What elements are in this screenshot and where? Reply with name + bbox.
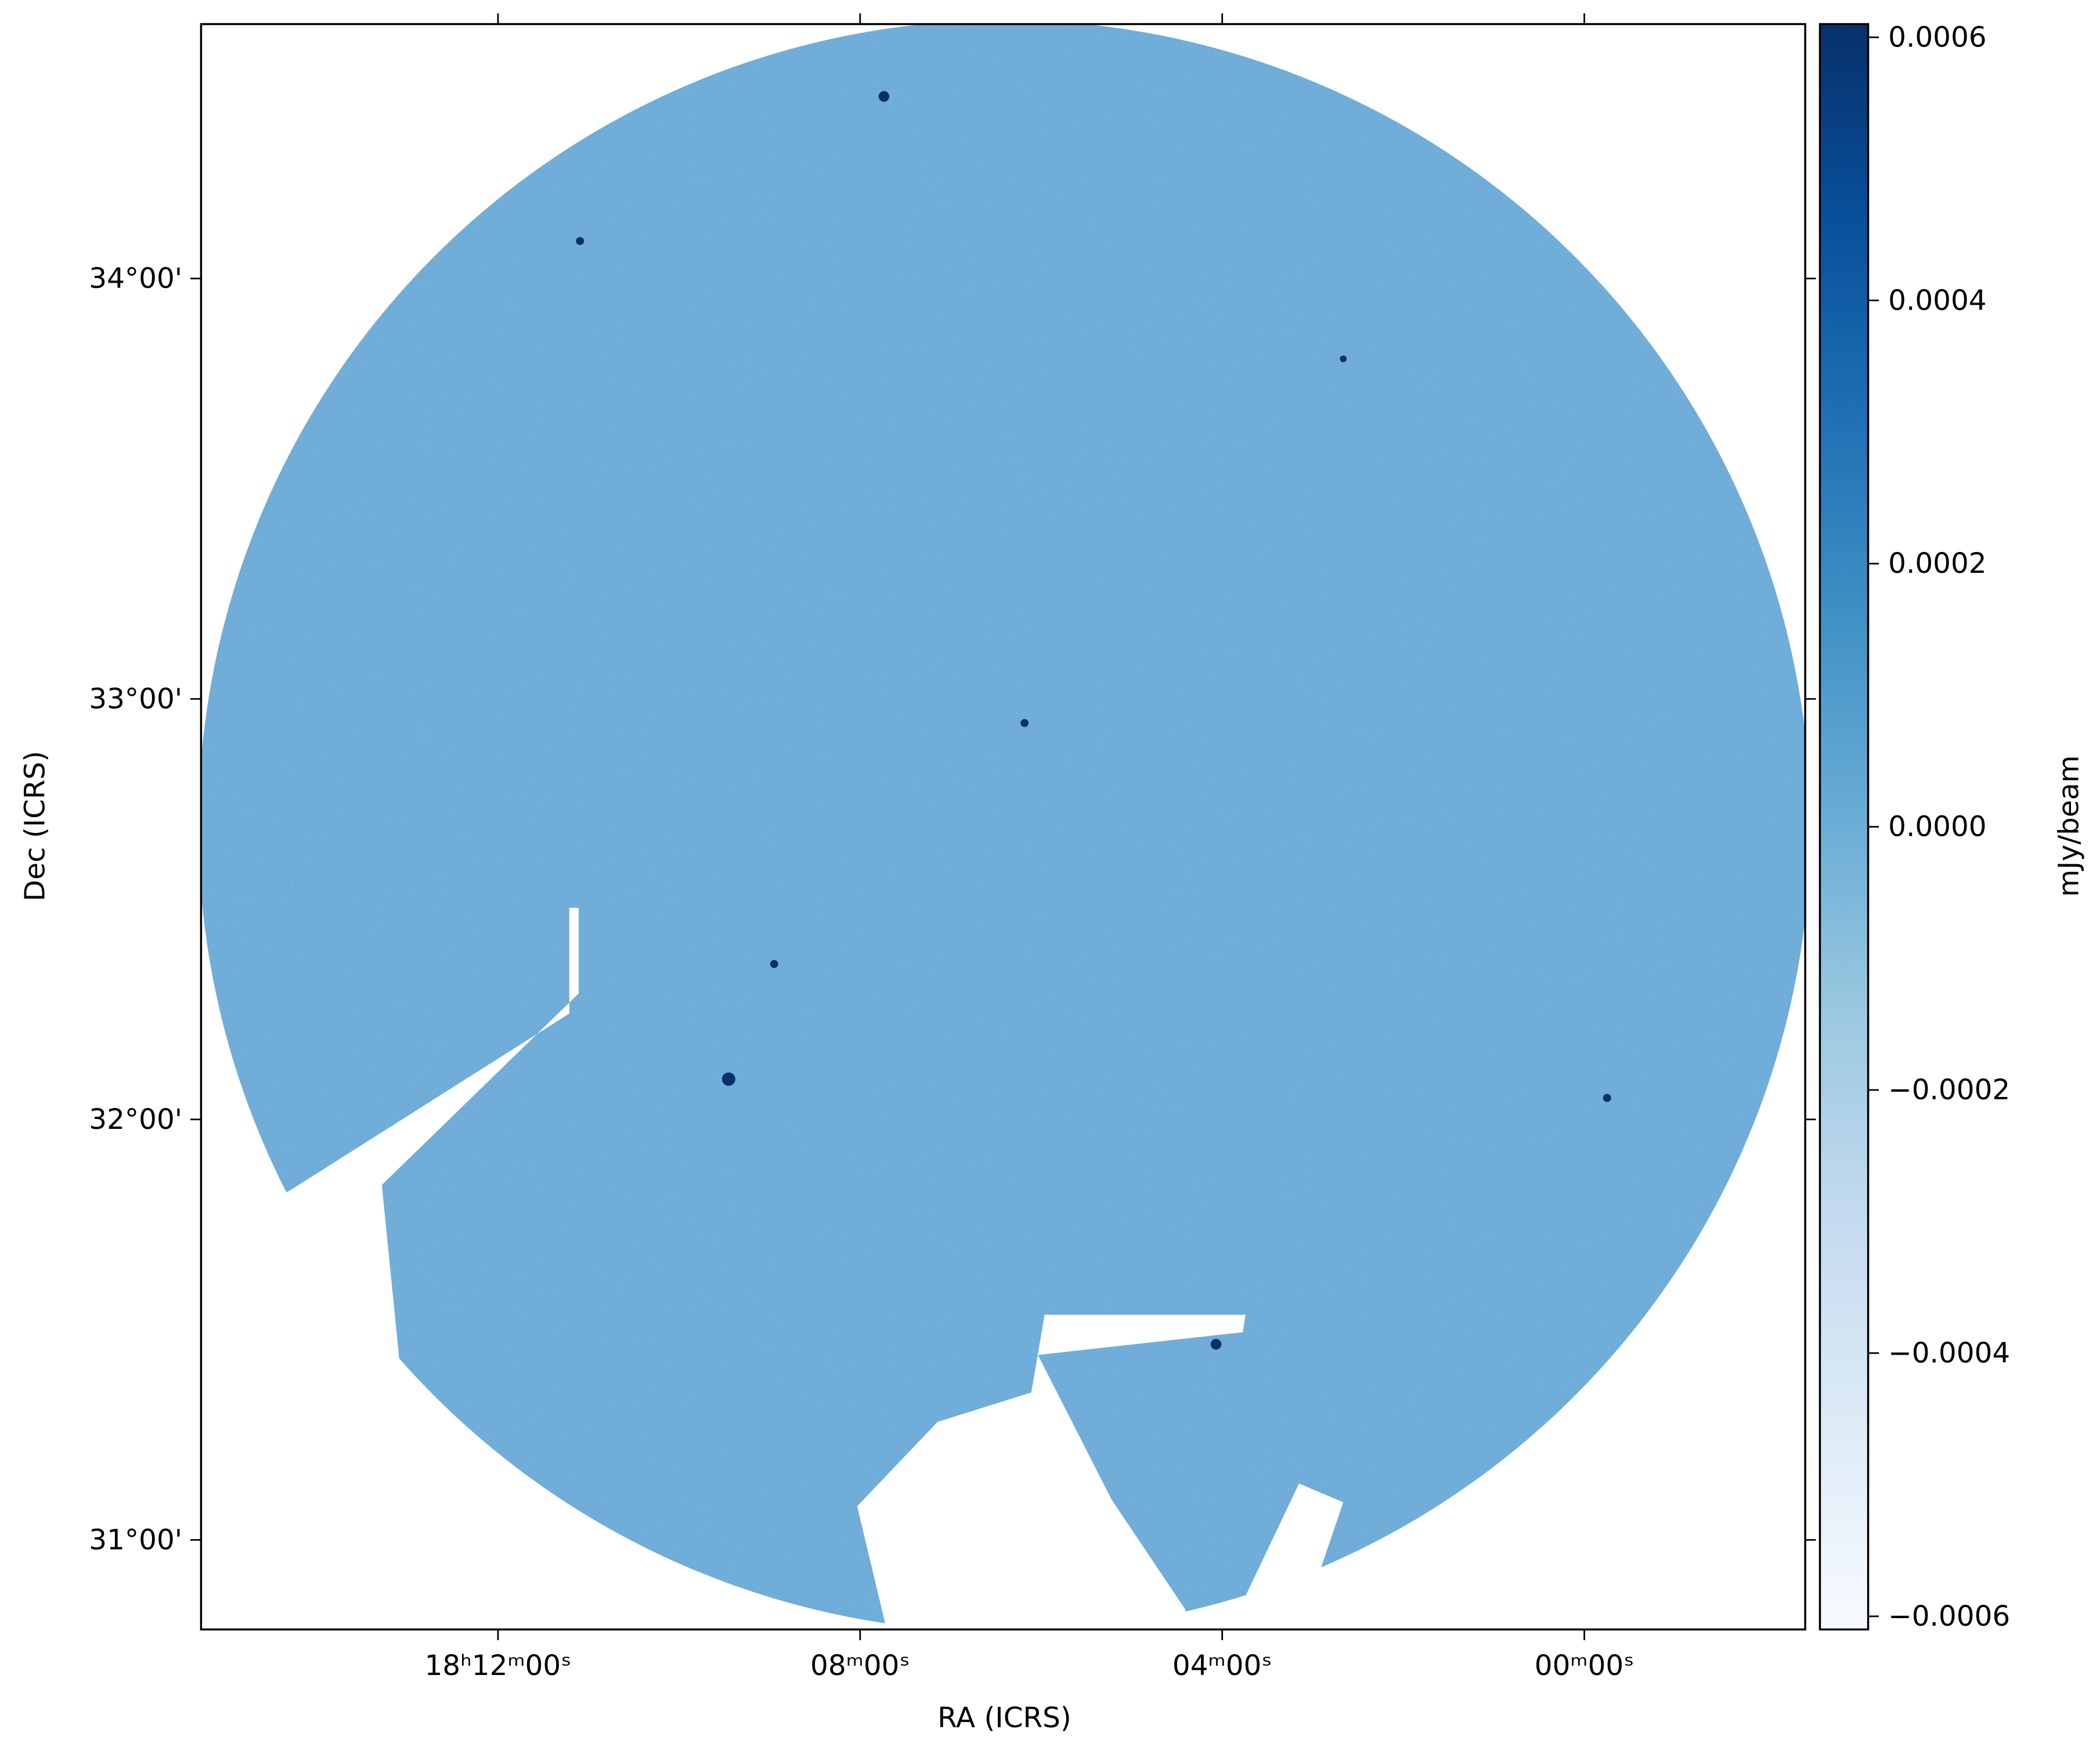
source [1603, 1093, 1611, 1102]
x-tick-label: 18ʰ12ᵐ00ˢ [425, 1649, 572, 1682]
colorbar-label: mJy/beam [2053, 755, 2085, 897]
x-tick-label: 00ᵐ00ˢ [1535, 1649, 1634, 1682]
sky-image [201, 24, 1806, 1630]
y-tick-label: 32°00' [89, 1103, 182, 1136]
image-disk [201, 24, 1806, 1630]
x-tick-label: 08ᵐ00ˢ [810, 1649, 910, 1682]
colorbar-tick-label: 0.0004 [1888, 284, 1986, 317]
source [1340, 355, 1347, 363]
source [878, 91, 890, 102]
y-tick-label: 33°00' [89, 683, 182, 715]
colorbar-tick-label: −0.0004 [1888, 1337, 2010, 1370]
source [721, 1072, 735, 1086]
y-tick-label: 31°00' [89, 1524, 182, 1556]
x-tick-label: 04ᵐ00ˢ [1172, 1649, 1272, 1682]
gap [201, 908, 579, 1473]
colorbar [1818, 23, 1870, 1631]
axes-frame [200, 23, 1806, 1631]
sources [576, 91, 1611, 1350]
y-tick-label: 34°00' [89, 262, 182, 295]
colorbar-tick-label: 0.0000 [1888, 811, 1986, 843]
gap [1245, 1483, 1353, 1630]
source [1020, 719, 1029, 727]
x-axis-label: RA (ICRS) [937, 1702, 1071, 1734]
source [770, 960, 778, 968]
colorbar-tick-label: −0.0006 [1888, 1600, 2010, 1633]
colorbar-tick-label: −0.0002 [1888, 1074, 2010, 1106]
source [1210, 1338, 1222, 1350]
gap [857, 1315, 1246, 1630]
source [576, 237, 584, 246]
image-gaps [201, 908, 1353, 1630]
colorbar-tick-label: 0.0002 [1888, 547, 1986, 580]
y-axis-label: Dec (ICRS) [19, 751, 51, 901]
colorbar-tick-label: 0.0006 [1888, 21, 1986, 53]
